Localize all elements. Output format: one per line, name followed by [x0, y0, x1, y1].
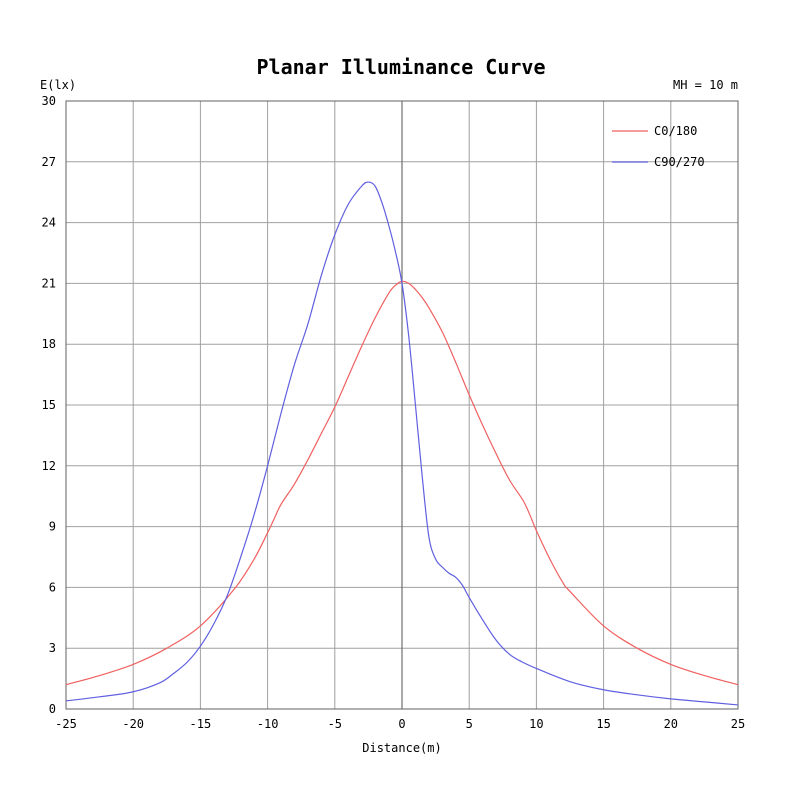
x-axis-label: Distance(m)	[362, 741, 441, 755]
y-tick-label: 15	[42, 398, 56, 412]
y-tick-label: 6	[49, 580, 56, 594]
tick-labels: -25 -20 -15 -10 -5 0 5 10 15 20 25 0 3 6 9 12 15 18 21 24 27…	[42, 94, 746, 731]
x-tick-label: -10	[257, 717, 279, 731]
x-tick-label: 5	[466, 717, 473, 731]
mounting-height-annotation: MH = 10 m	[673, 78, 738, 92]
x-tick-label: -25	[55, 717, 77, 731]
legend: C0/180 C90/270	[612, 124, 705, 169]
x-tick-label: -15	[190, 717, 212, 731]
y-tick-label: 27	[42, 155, 56, 169]
y-tick-label: 0	[49, 702, 56, 716]
x-tick-label: -5	[328, 717, 342, 731]
x-tick-label: 15	[596, 717, 610, 731]
legend-label: C90/270	[654, 155, 705, 169]
series-line-c90-270	[65, 181, 739, 706]
legend-label: C0/180	[654, 124, 697, 138]
x-tick-label: -20	[122, 717, 144, 731]
y-axis-label: E(lx)	[40, 78, 76, 92]
series-lines	[65, 181, 739, 706]
x-tick-label: 20	[664, 717, 678, 731]
y-tick-label: 24	[42, 216, 56, 230]
y-tick-label: 30	[42, 94, 56, 108]
series-line-c0-180	[65, 280, 739, 686]
y-tick-label: 21	[42, 276, 56, 290]
y-tick-label: 3	[49, 641, 56, 655]
x-tick-label: 10	[529, 717, 543, 731]
x-tick-label: 25	[731, 717, 745, 731]
chart-title: Planar Illuminance Curve	[257, 55, 546, 79]
x-tick-label: 0	[398, 717, 405, 731]
grid-lines	[65, 100, 739, 710]
y-tick-label: 12	[42, 459, 56, 473]
y-tick-label: 9	[49, 520, 56, 534]
y-tick-label: 18	[42, 337, 56, 351]
